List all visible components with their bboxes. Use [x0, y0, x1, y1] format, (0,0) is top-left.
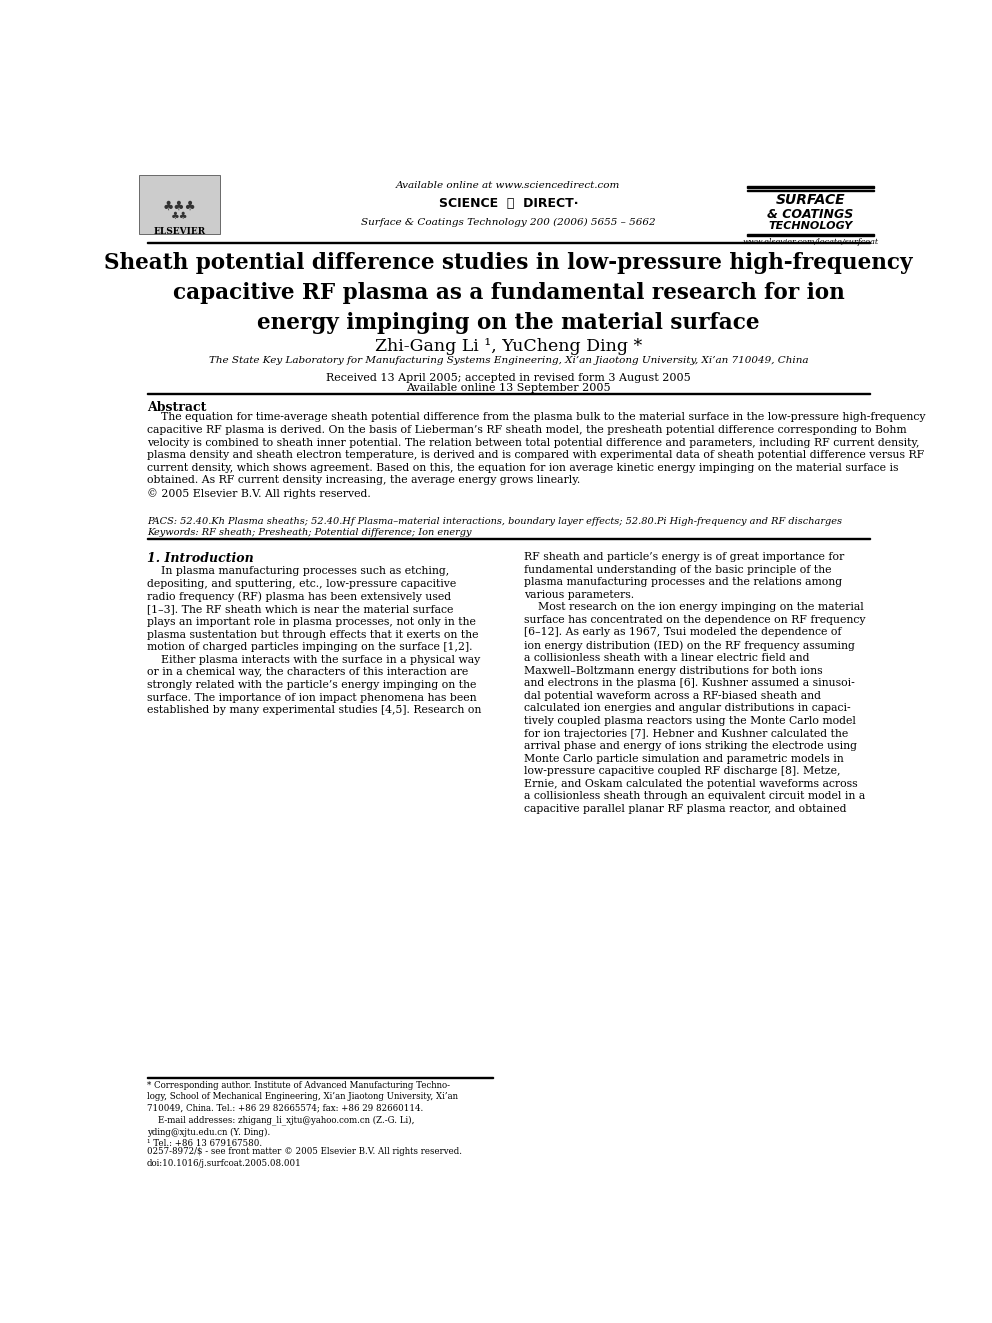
Text: Abstract: Abstract — [147, 401, 206, 414]
FancyBboxPatch shape — [139, 175, 220, 234]
Text: ELSEVIER: ELSEVIER — [154, 228, 205, 235]
Text: Sheath potential difference studies in low-pressure high-frequency
capacitive RF: Sheath potential difference studies in l… — [104, 253, 913, 333]
Text: Available online at www.sciencedirect.com: Available online at www.sciencedirect.co… — [396, 181, 621, 191]
Text: SURFACE: SURFACE — [776, 193, 845, 208]
Text: RF sheath and particle’s energy is of great importance for
fundamental understan: RF sheath and particle’s energy is of gr… — [524, 552, 865, 814]
Text: Zhi-Gang Li ¹, YuCheng Ding *: Zhi-Gang Li ¹, YuCheng Ding * — [375, 339, 642, 355]
Text: In plasma manufacturing processes such as etching,
depositing, and sputtering, e: In plasma manufacturing processes such a… — [147, 566, 481, 716]
Text: 0257-8972/$ - see front matter © 2005 Elsevier B.V. All rights reserved.
doi:10.: 0257-8972/$ - see front matter © 2005 El… — [147, 1147, 462, 1168]
Text: Received 13 April 2005; accepted in revised form 3 August 2005: Received 13 April 2005; accepted in revi… — [326, 373, 690, 382]
Text: Surface & Coatings Technology 200 (2006) 5655 – 5662: Surface & Coatings Technology 200 (2006)… — [361, 218, 656, 228]
Text: PACS: 52.40.Kh Plasma sheaths; 52.40.Hf Plasma–material interactions, boundary l: PACS: 52.40.Kh Plasma sheaths; 52.40.Hf … — [147, 517, 842, 527]
Text: ♣♣: ♣♣ — [171, 212, 188, 221]
Text: SCIENCE  ⓓ  DIRECT·: SCIENCE ⓓ DIRECT· — [438, 197, 578, 210]
Text: The equation for time-average sheath potential difference from the plasma bulk t: The equation for time-average sheath pot… — [147, 413, 926, 499]
Text: ♣♣♣: ♣♣♣ — [163, 200, 196, 213]
Text: & COATINGS: & COATINGS — [768, 208, 854, 221]
Text: Available online 13 September 2005: Available online 13 September 2005 — [406, 382, 611, 393]
Text: 1. Introduction: 1. Introduction — [147, 552, 254, 565]
Text: * Corresponding author. Institute of Advanced Manufacturing Techno-
logy, School: * Corresponding author. Institute of Adv… — [147, 1081, 458, 1148]
Text: Keywords: RF sheath; Presheath; Potential difference; Ion energy: Keywords: RF sheath; Presheath; Potentia… — [147, 528, 471, 537]
Text: The State Key Laboratory for Manufacturing Systems Engineering, Xi’an Jiaotong U: The State Key Laboratory for Manufacturi… — [208, 356, 808, 365]
Text: TECHNOLOGY: TECHNOLOGY — [769, 221, 853, 232]
Bar — [747, 187, 874, 188]
Text: www.elsevier.com/locate/surfcoat: www.elsevier.com/locate/surfcoat — [742, 238, 879, 246]
